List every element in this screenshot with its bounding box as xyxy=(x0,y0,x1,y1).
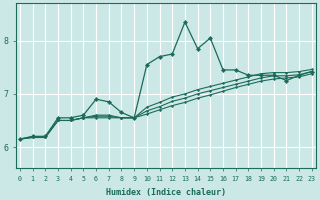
X-axis label: Humidex (Indice chaleur): Humidex (Indice chaleur) xyxy=(106,188,226,197)
